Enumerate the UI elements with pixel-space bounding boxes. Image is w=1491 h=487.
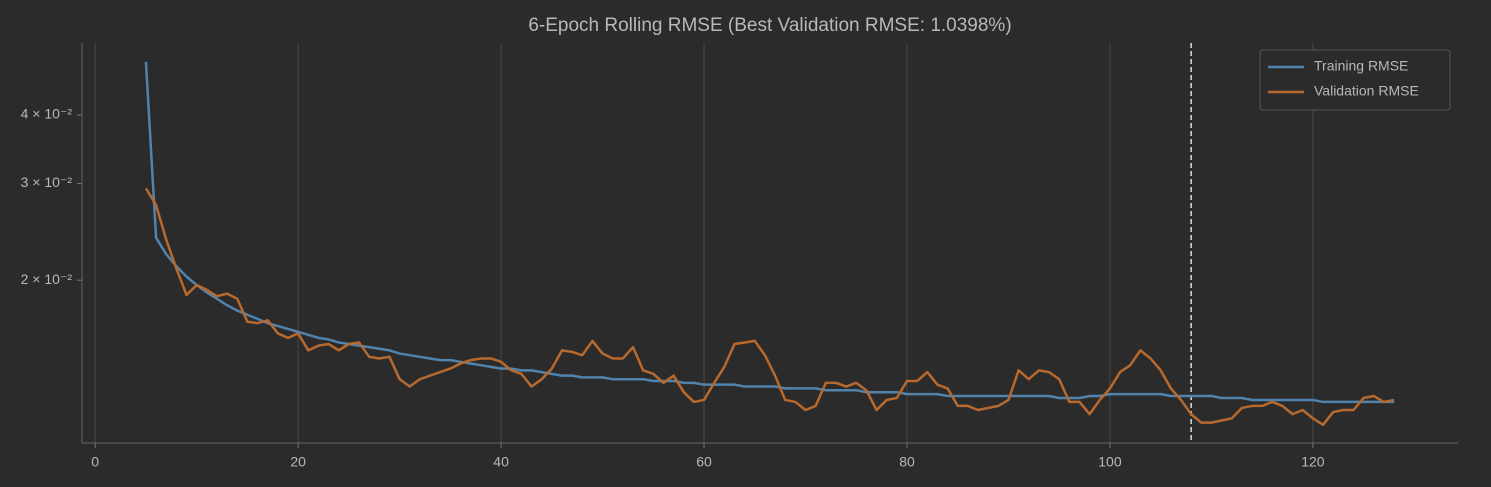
y-tick-label: 2 × 10⁻² bbox=[21, 271, 73, 287]
legend-label: Validation RMSE bbox=[1314, 83, 1419, 99]
x-tick-label: 20 bbox=[290, 454, 306, 470]
x-tick-label: 40 bbox=[493, 454, 509, 470]
legend-label: Training RMSE bbox=[1314, 58, 1408, 74]
y-tick-label: 3 × 10⁻² bbox=[21, 174, 73, 190]
x-tick-label: 0 bbox=[91, 454, 99, 470]
series-line bbox=[144, 187, 1395, 427]
x-tick-label: 80 bbox=[899, 454, 915, 470]
chart-title: 6-Epoch Rolling RMSE (Best Validation RM… bbox=[528, 15, 1011, 36]
series-line bbox=[144, 61, 1395, 404]
y-tick-label: 4 × 10⁻² bbox=[21, 106, 73, 122]
x-tick-label: 100 bbox=[1098, 454, 1122, 470]
legend-box bbox=[1259, 49, 1451, 111]
legend: Training RMSE Validation RMSE bbox=[1259, 49, 1451, 111]
x-tick-label: 60 bbox=[696, 454, 712, 470]
x-tick-label: 120 bbox=[1301, 454, 1325, 470]
